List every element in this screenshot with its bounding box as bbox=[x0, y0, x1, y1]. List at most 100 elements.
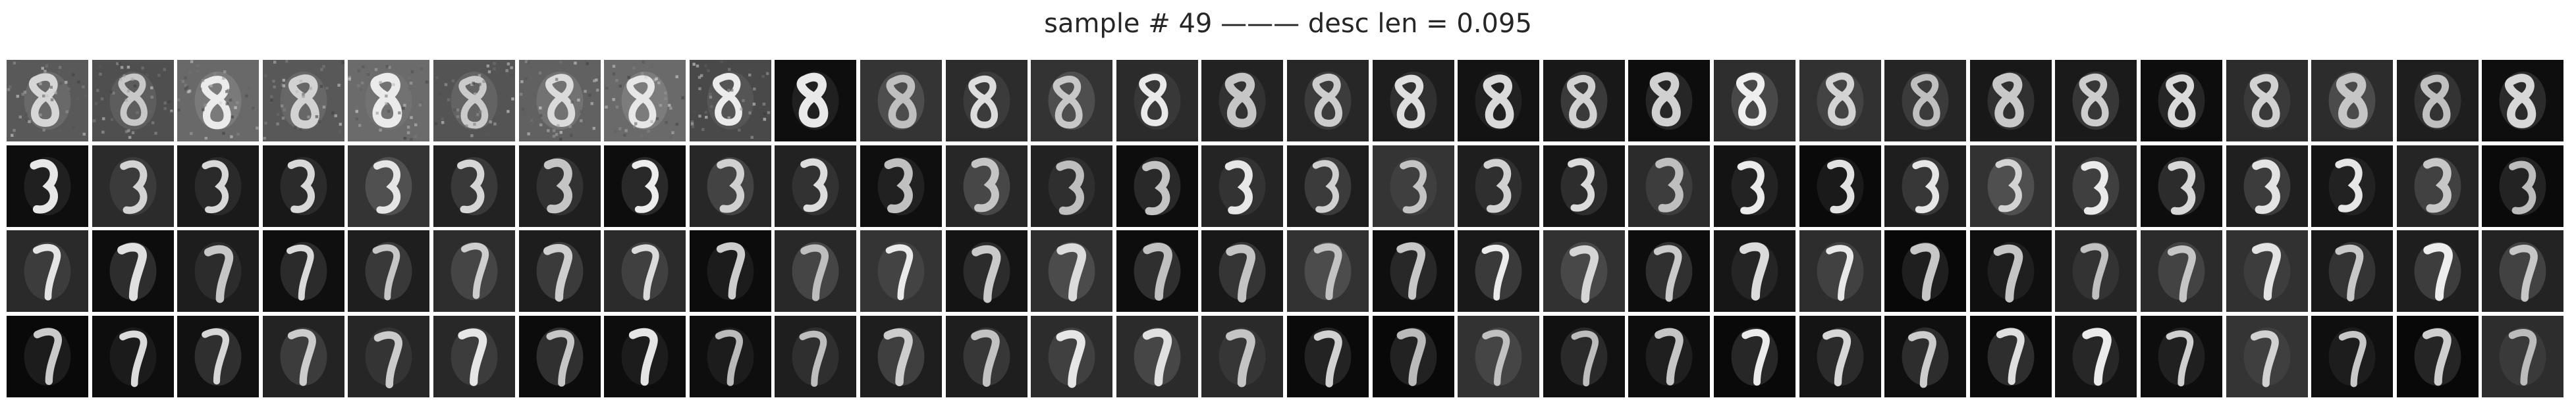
digit-image-tile bbox=[1116, 60, 1198, 141]
digit-image-tile bbox=[1201, 60, 1283, 141]
digit-image-tile bbox=[2141, 230, 2222, 312]
digit-image-tile bbox=[1799, 316, 1881, 397]
digit-image-tile bbox=[1201, 316, 1283, 397]
digit-image-tile bbox=[92, 60, 174, 141]
digit-image-tile bbox=[946, 230, 1028, 312]
digit-image-tile bbox=[2311, 316, 2393, 397]
digit-image-tile bbox=[1884, 316, 1966, 397]
digit-image-tile bbox=[92, 230, 174, 312]
digit-image-tile bbox=[433, 230, 515, 312]
digit-image-tile bbox=[1458, 316, 1539, 397]
digit-image-tile bbox=[604, 60, 686, 141]
digit-image-tile bbox=[7, 145, 88, 227]
digit-image-tile bbox=[1458, 145, 1539, 227]
digit-image-tile bbox=[348, 316, 429, 397]
digit-image-tile bbox=[1799, 60, 1881, 141]
digit-image-tile bbox=[433, 316, 515, 397]
digit-image-tile bbox=[1373, 316, 1454, 397]
digit-image-tile bbox=[2055, 145, 2137, 227]
digit-image-tile bbox=[519, 145, 601, 227]
digit-image-tile bbox=[2226, 60, 2308, 141]
digit-image-tile bbox=[177, 230, 259, 312]
digit-image-tile bbox=[177, 145, 259, 227]
digit-image-tile bbox=[263, 230, 344, 312]
digit-image-tile bbox=[690, 60, 771, 141]
digit-image-tile bbox=[1884, 145, 1966, 227]
digit-image-tile bbox=[1543, 145, 1625, 227]
digit-image-tile bbox=[690, 230, 771, 312]
digit-image-tile bbox=[2482, 316, 2563, 397]
digit-image-tile bbox=[263, 145, 344, 227]
digit-image-tile bbox=[1628, 145, 1710, 227]
digit-image-tile bbox=[1970, 145, 2052, 227]
digit-image-tile bbox=[177, 316, 259, 397]
digit-image-tile bbox=[1287, 60, 1369, 141]
digit-image-tile bbox=[433, 145, 515, 227]
digit-image-tile bbox=[177, 60, 259, 141]
digit-image-tile bbox=[2226, 230, 2308, 312]
digit-image-tile bbox=[775, 60, 856, 141]
digit-image-tile bbox=[1884, 60, 1966, 141]
digit-image-tile bbox=[1884, 230, 1966, 312]
digit-image-tile bbox=[2482, 230, 2563, 312]
digit-image-tile bbox=[92, 145, 174, 227]
digit-image-tile bbox=[7, 230, 88, 312]
digit-image-tile bbox=[92, 316, 174, 397]
digit-image-tile bbox=[860, 230, 942, 312]
digit-image-tile bbox=[1031, 60, 1112, 141]
digit-image-tile bbox=[1714, 230, 1795, 312]
digit-image-tile bbox=[263, 60, 344, 141]
digit-image-tile bbox=[1543, 230, 1625, 312]
digit-image-tile bbox=[263, 316, 344, 397]
digit-image-tile bbox=[2226, 316, 2308, 397]
digit-image-tile bbox=[946, 145, 1028, 227]
digit-image-tile bbox=[2397, 60, 2479, 141]
digit-image-tile bbox=[604, 316, 686, 397]
digit-image-tile bbox=[519, 316, 601, 397]
digit-image-tile bbox=[1970, 316, 2052, 397]
digit-image-tile bbox=[2055, 316, 2137, 397]
digit-image-tile bbox=[2397, 316, 2479, 397]
digit-image-tile bbox=[7, 316, 88, 397]
digit-image-tile bbox=[1116, 316, 1198, 397]
digit-image-tile bbox=[2311, 60, 2393, 141]
digit-image-tile bbox=[860, 60, 942, 141]
digit-image-tile bbox=[604, 145, 686, 227]
digit-image-tile bbox=[2482, 60, 2563, 141]
digit-image-tile bbox=[1628, 316, 1710, 397]
digit-image-tile bbox=[7, 60, 88, 141]
digit-image-tile bbox=[2226, 145, 2308, 227]
digit-image-tile bbox=[1031, 230, 1112, 312]
digit-image-tile bbox=[775, 316, 856, 397]
digit-image-tile bbox=[1116, 145, 1198, 227]
digit-image-tile bbox=[1287, 230, 1369, 312]
digit-image-tile bbox=[348, 60, 429, 141]
digit-image-tile bbox=[1373, 230, 1454, 312]
digit-image-tile bbox=[1543, 316, 1625, 397]
digit-image-tile bbox=[519, 230, 601, 312]
figure-title: sample # 49 ——— desc len = 0.095 bbox=[1044, 9, 1532, 39]
digit-image-tile bbox=[1628, 230, 1710, 312]
digit-image-tile bbox=[1373, 60, 1454, 141]
digit-image-tile bbox=[775, 145, 856, 227]
digit-image-tile bbox=[1373, 145, 1454, 227]
digit-image-tile bbox=[2482, 145, 2563, 227]
digit-image-tile bbox=[2311, 230, 2393, 312]
digit-image-tile bbox=[2141, 316, 2222, 397]
image-grid bbox=[7, 60, 2569, 397]
digit-image-tile bbox=[860, 145, 942, 227]
digit-image-tile bbox=[1628, 60, 1710, 141]
digit-image-tile bbox=[519, 60, 601, 141]
digit-image-tile bbox=[1031, 316, 1112, 397]
digit-image-tile bbox=[946, 60, 1028, 141]
digit-image-tile bbox=[1799, 145, 1881, 227]
digit-image-tile bbox=[1799, 230, 1881, 312]
digit-image-tile bbox=[1970, 60, 2052, 141]
digit-image-tile bbox=[348, 230, 429, 312]
digit-image-tile bbox=[2311, 145, 2393, 227]
digit-image-tile bbox=[1116, 230, 1198, 312]
digit-image-tile bbox=[946, 316, 1028, 397]
digit-image-tile bbox=[2141, 145, 2222, 227]
digit-image-tile bbox=[2397, 145, 2479, 227]
digit-image-tile bbox=[1458, 230, 1539, 312]
